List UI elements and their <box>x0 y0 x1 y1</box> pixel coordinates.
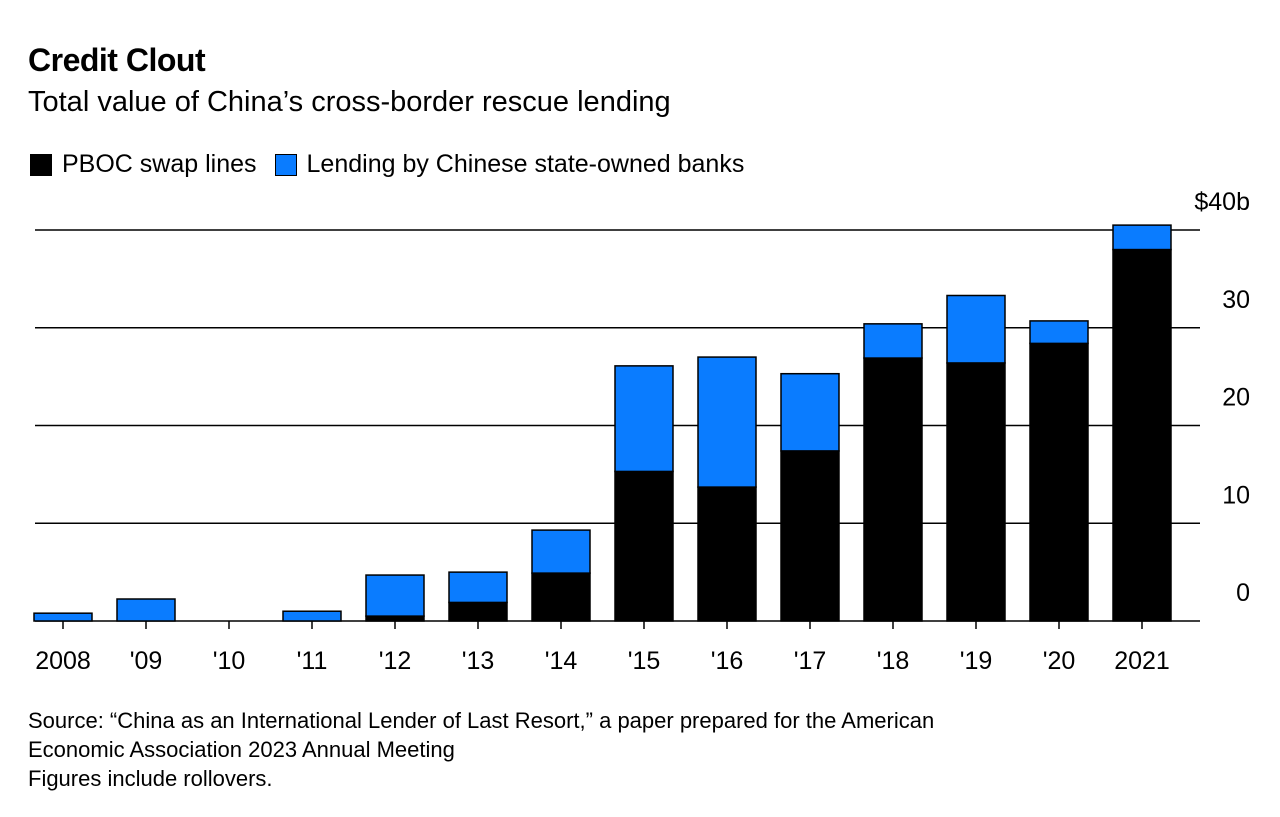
x-tick-label: '15 <box>628 647 661 675</box>
bar-pboc <box>1029 342 1089 622</box>
legend-item-pboc: PBOC swap lines <box>30 150 257 179</box>
legend-label: PBOC swap lines <box>62 150 257 178</box>
x-tick-label: '18 <box>877 647 910 675</box>
x-tick-label: '10 <box>213 647 246 675</box>
legend-swatch-black <box>30 153 52 176</box>
bar-pboc <box>780 450 840 622</box>
bar-banks <box>365 574 425 617</box>
y-tick-label: 0 <box>1236 579 1250 607</box>
x-tick-label: '14 <box>545 647 578 675</box>
y-tick-label: 30 <box>1222 286 1250 314</box>
x-tick-label: '09 <box>130 647 163 675</box>
y-tick-label: 20 <box>1222 384 1250 412</box>
y-tick-label: 10 <box>1222 481 1250 509</box>
x-tick-label: 2008 <box>35 647 91 675</box>
bar-banks <box>282 610 342 622</box>
bar-banks <box>780 372 840 452</box>
legend-swatch-blue <box>274 153 297 176</box>
source-line: Economic Association 2023 Annual Meeting <box>28 737 455 762</box>
source-line: Source: “China as an International Lende… <box>28 708 935 733</box>
legend: PBOC swap lines Lending by Chinese state… <box>30 150 762 179</box>
legend-label: Lending by Chinese state-owned banks <box>306 150 745 178</box>
bar-pboc <box>531 572 591 622</box>
x-tick-label: '17 <box>794 647 827 675</box>
x-tick-label: '12 <box>379 647 412 675</box>
legend-item-banks: Lending by Chinese state-owned banks <box>274 150 745 179</box>
x-tick-label: '20 <box>1043 647 1076 675</box>
x-tick-label: 2021 <box>1114 647 1170 675</box>
x-tick-label: '16 <box>711 647 744 675</box>
bar-banks <box>33 612 93 622</box>
x-tick-label: '11 <box>297 647 328 675</box>
bar-pboc <box>946 362 1006 622</box>
bar-pboc <box>863 357 923 622</box>
chart-subtitle: Total value of China’s cross-border resc… <box>28 86 671 118</box>
x-tick-label: '13 <box>462 647 495 675</box>
y-tick-label: $40b <box>1194 188 1250 216</box>
bar-banks <box>697 356 757 488</box>
bar-banks <box>1112 224 1172 251</box>
bar-pboc <box>614 470 674 622</box>
note-line: Figures include rollovers. <box>28 766 273 791</box>
bar-pboc <box>448 601 508 622</box>
x-tick-label: '19 <box>960 647 993 675</box>
bar-banks <box>531 529 591 574</box>
bar-banks <box>448 571 508 604</box>
bar-banks <box>863 323 923 359</box>
bar-banks <box>946 294 1006 364</box>
bar-banks <box>116 598 176 622</box>
bar-banks <box>614 365 674 473</box>
bar-pboc <box>1112 248 1172 622</box>
bar-banks <box>1029 320 1089 345</box>
chart-title: Credit Clout <box>28 42 206 78</box>
footnote: Source: “China as an International Lende… <box>28 706 934 793</box>
bar-pboc <box>697 486 757 622</box>
